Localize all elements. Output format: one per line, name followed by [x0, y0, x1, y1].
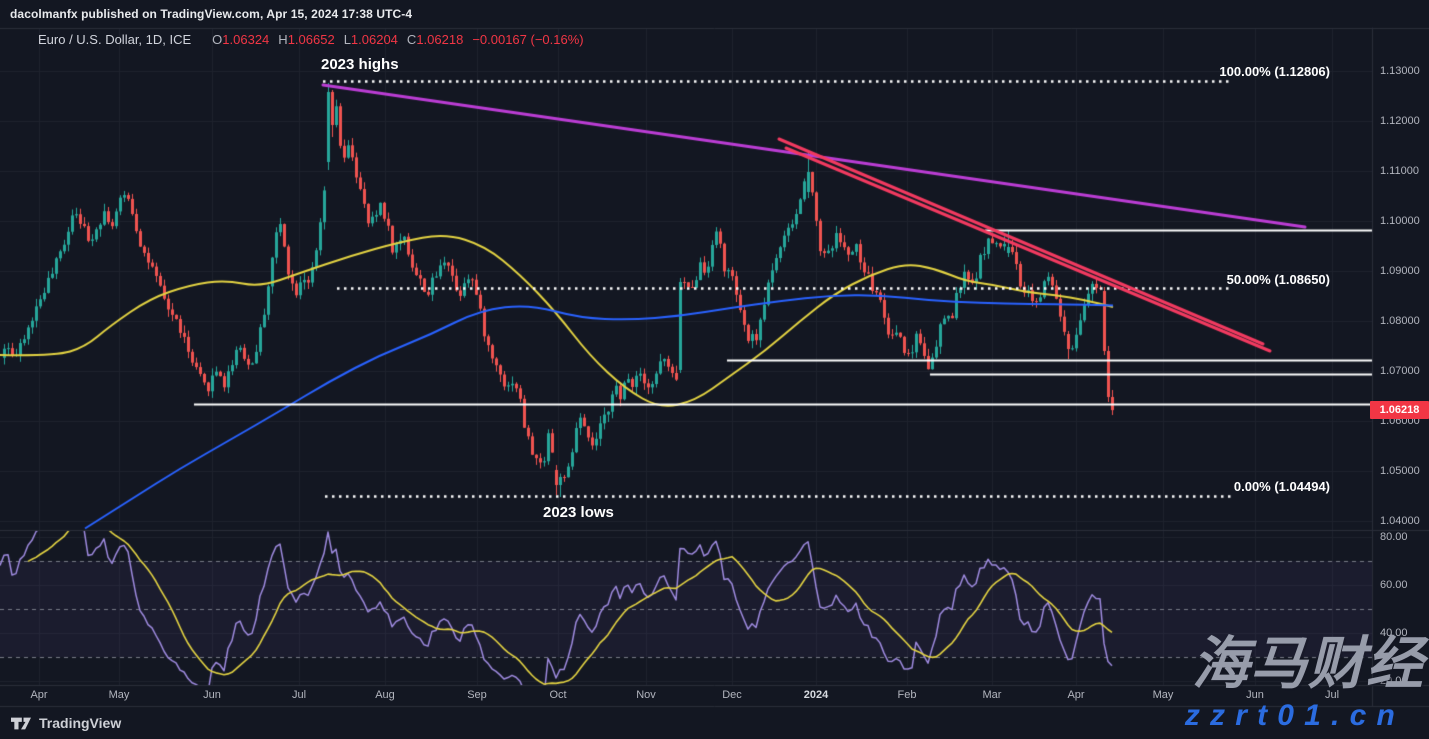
time-axis-label: Jul [1324, 689, 1340, 701]
change-value: −0.00167 (−0.16%) [472, 31, 584, 47]
time-axis-label: Jun [1246, 689, 1264, 701]
watermark-url: zzrt01.cn [1184, 699, 1405, 732]
time-axis-label: Nov [636, 689, 656, 701]
price-axis-label: 1.05000 [1380, 465, 1420, 477]
symbol-title: Euro / U.S. Dollar, 1D, ICE [38, 31, 192, 47]
time-axis-label: Oct [549, 689, 567, 701]
price-axis-label: 1.07000 [1380, 365, 1420, 377]
price-axis-label: 1.08000 [1380, 315, 1420, 327]
close-value: 1.06218 [416, 31, 464, 47]
high-value: 1.06652 [287, 31, 335, 47]
time-axis-label: Apr [30, 689, 48, 701]
watermark-cjk: 海马财经 [1192, 632, 1424, 696]
time-axis-label: Jun [203, 689, 221, 701]
annotation-2023-highs: 2023 highs [321, 56, 399, 73]
time-axis-label: Mar [982, 689, 1002, 701]
open-label: O [212, 31, 223, 47]
time-axis-label: May [108, 689, 130, 701]
symbol-info-bar: Euro / U.S. Dollar, 1D, ICE O 1.06324 H 1.… [38, 31, 584, 47]
high-label: H [278, 31, 288, 47]
open-value: 1.06324 [222, 31, 270, 47]
fib-level-label: 0.00% (1.04494) [1233, 479, 1330, 495]
price-axis-label: 1.13000 [1380, 65, 1420, 77]
rsi-axis-label: 60.00 [1380, 579, 1408, 591]
price-axis-label: 1.09000 [1380, 265, 1420, 277]
time-axis-label: Apr [1067, 689, 1085, 701]
price-axis-label: 1.12000 [1380, 115, 1420, 127]
publish-info-text: dacolmanfx published on TradingView.com,… [10, 7, 413, 21]
price-axis-label: 1.11000 [1380, 165, 1419, 177]
time-axis-label: Dec [722, 689, 742, 701]
rsi-axis-label: 80.00 [1380, 531, 1408, 543]
time-axis-label: 2024 [803, 689, 829, 701]
publish-info-bar: dacolmanfx published on TradingView.com,… [0, 0, 1429, 28]
rsi-axis-label: 40.00 [1380, 627, 1408, 639]
fib-level-label: 50.00% (1.08650) [1226, 271, 1330, 287]
rsi-axis-label: 20.00 [1380, 675, 1408, 687]
tradingview-logo-icon[interactable] [10, 716, 32, 731]
low-label: L [343, 31, 351, 47]
time-axis-label: Aug [375, 689, 395, 701]
time-axis-label: Sep [467, 689, 487, 701]
price-axis-label: 1.10000 [1380, 215, 1420, 227]
footer-bar: TradingView [0, 707, 1429, 739]
time-axis-label: Jul [291, 689, 307, 701]
annotation-2023-lows: 2023 lows [543, 504, 614, 521]
low-value: 1.06204 [350, 31, 398, 47]
time-axis-label: May [1152, 689, 1174, 701]
time-axis-label: Feb [897, 689, 917, 701]
tradingview-brand-text[interactable]: TradingView [39, 715, 122, 731]
fib-level-label: 100.00% (1.12806) [1219, 63, 1330, 79]
price-axis-label: 1.04000 [1380, 515, 1420, 527]
close-label: C [406, 31, 417, 47]
last-price-badge: 1.06218 [1370, 401, 1429, 420]
